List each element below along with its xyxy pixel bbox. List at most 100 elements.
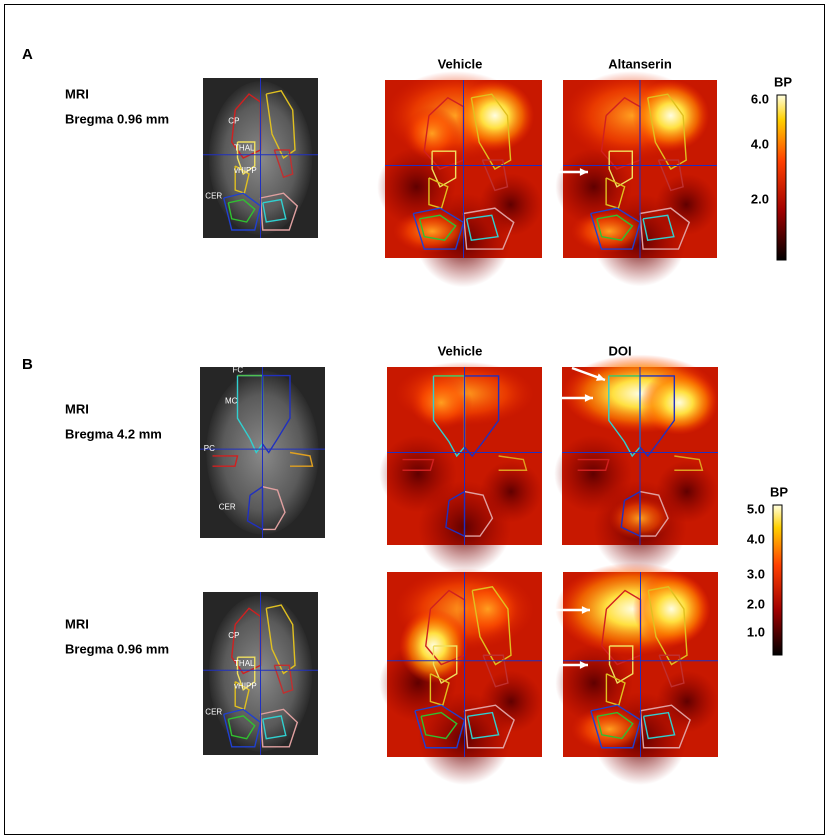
outline [289, 451, 314, 467]
outline [259, 708, 299, 748]
outline [265, 604, 296, 675]
outline [657, 159, 684, 192]
region-label: PC [204, 444, 215, 453]
region-label: MC [225, 396, 238, 405]
outline [465, 214, 499, 241]
frame [4, 4, 825, 835]
pet-image [377, 71, 542, 288]
mri-image [203, 78, 318, 238]
outline [418, 214, 457, 241]
outline [227, 198, 256, 223]
outline [265, 90, 296, 160]
outline [596, 214, 634, 241]
pet-image [555, 71, 717, 287]
outline [223, 708, 262, 748]
arrow-head [579, 661, 588, 669]
region-label: FC [233, 366, 244, 375]
region-label: THAL [234, 144, 255, 153]
outline [674, 455, 704, 471]
outline [498, 455, 528, 471]
colorbar [776, 94, 787, 261]
mri-title: MRI [65, 86, 89, 101]
colorbar-tick-label: 5.0 [747, 501, 765, 516]
outline [273, 664, 294, 694]
outline [639, 490, 669, 537]
outline [259, 192, 299, 231]
region-label: CER [205, 708, 222, 717]
pet-blob [570, 707, 649, 752]
arrow-head [596, 373, 605, 381]
arrow-head [584, 394, 593, 402]
pet-image [379, 568, 542, 785]
outline [642, 214, 675, 241]
colorbar-tick-label: 2.0 [747, 596, 765, 611]
outline [212, 455, 239, 467]
outline [608, 150, 633, 188]
outline [236, 656, 256, 691]
colorbar [772, 504, 783, 656]
outline [261, 374, 291, 454]
pet-blob [455, 80, 535, 152]
outline [470, 93, 512, 170]
pet-blob [403, 106, 461, 161]
outline [273, 149, 294, 179]
outline [431, 150, 457, 188]
outline [227, 715, 256, 740]
outline [463, 375, 500, 458]
bregma-label: Bregma 0.96 mm [65, 111, 169, 126]
pet-image [554, 354, 718, 574]
mri-image [203, 592, 318, 755]
region-label: CP [228, 631, 239, 640]
panel-label: B [22, 356, 33, 373]
condition-label: Vehicle [438, 56, 483, 71]
outline [262, 715, 287, 740]
outline [236, 141, 256, 176]
pet-image [379, 361, 542, 574]
outline [590, 704, 642, 749]
outline [482, 654, 509, 688]
outline [605, 673, 626, 707]
outline [647, 586, 688, 666]
outline [429, 673, 450, 707]
region-label: CER [219, 502, 236, 511]
bregma-label: Bregma 4.2 mm [65, 426, 162, 441]
condition-label: Vehicle [438, 343, 483, 358]
outline [420, 711, 458, 740]
colorbar-tick-label: 6.0 [751, 91, 769, 106]
colorbar-tick-label: 4.0 [751, 136, 769, 151]
outline [596, 711, 634, 740]
outline [577, 458, 610, 471]
outline [590, 207, 641, 250]
colorbar-title: BP [770, 484, 788, 499]
outline [481, 159, 509, 192]
outline [471, 586, 512, 666]
bregma-label: Bregma 0.96 mm [65, 641, 169, 656]
pet-blob [456, 581, 519, 637]
outline [639, 704, 691, 749]
mri-title: MRI [65, 401, 89, 416]
condition-label: DOI [608, 343, 631, 358]
outline [414, 704, 466, 749]
pet-blob [410, 375, 473, 430]
outline [642, 711, 676, 740]
pet-blob [632, 80, 710, 152]
colorbar-tick-label: 4.0 [747, 531, 765, 546]
pet-image [555, 562, 718, 785]
mri-image [200, 367, 325, 538]
outline [639, 375, 676, 458]
region-label: CP [228, 116, 239, 125]
outline [647, 93, 687, 170]
outline [466, 711, 500, 740]
colorbar-tick-label: 1.0 [747, 624, 765, 639]
outline [464, 490, 494, 537]
region-label: vHIPP [234, 682, 257, 691]
arrow-head [579, 168, 588, 176]
colorbar-tick-label: 3.0 [747, 566, 765, 581]
outline [463, 704, 515, 749]
outline [639, 207, 691, 250]
colorbar-title: BP [774, 74, 792, 89]
outline [608, 645, 634, 685]
outline [262, 198, 287, 223]
outline [432, 645, 458, 685]
